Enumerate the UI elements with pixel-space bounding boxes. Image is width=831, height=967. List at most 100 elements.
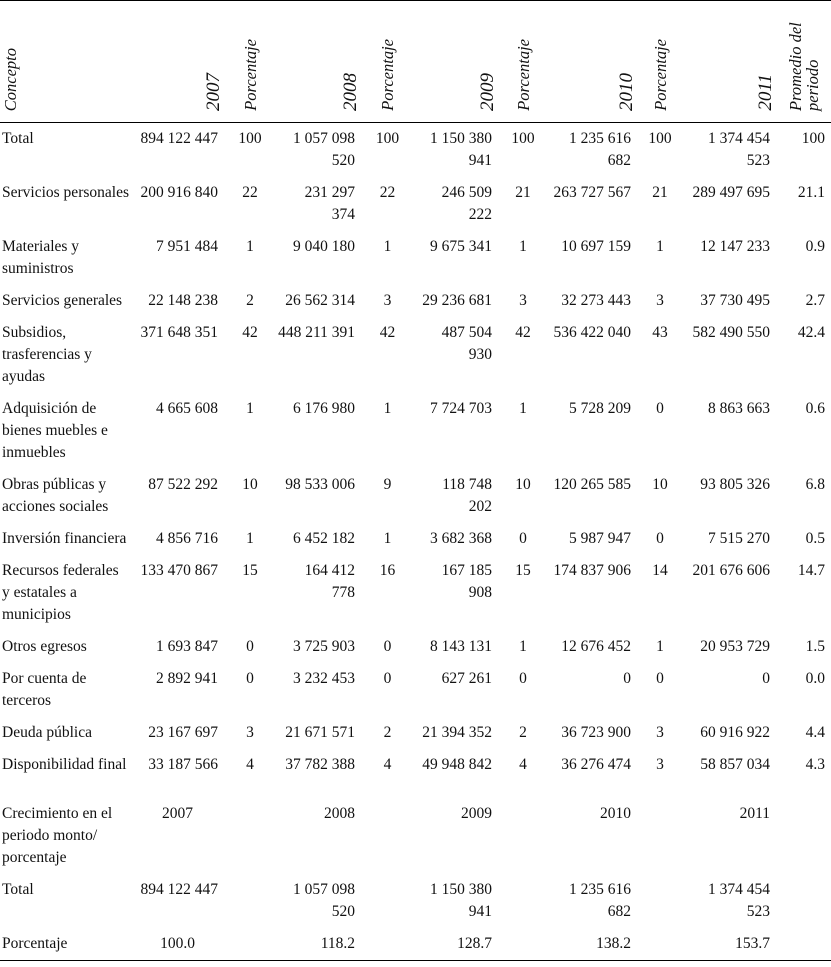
cell: 3: [656, 756, 664, 773]
cell: 23 167 697: [148, 724, 218, 741]
header-cell: Promedio del periodo: [776, 0, 831, 123]
cell: 536 422 040: [553, 324, 632, 341]
header-label: 2011: [755, 74, 776, 111]
cell: 15: [515, 562, 531, 579]
row-label: Servicios generales: [2, 292, 123, 309]
table-row: Inversión financiera 4 856 716 1 6 452 182 1…: [0, 523, 831, 555]
header-cell: Porcentaje: [637, 0, 683, 123]
header-label: 2007: [203, 73, 224, 111]
cell: 42: [515, 324, 531, 341]
cell: 1 150 380 941: [430, 130, 492, 169]
cell: [776, 781, 831, 874]
row-label: Crecimiento en el periodo monto/ porcent…: [2, 805, 113, 866]
growth-header-row: Crecimiento en el periodo monto/ porcent…: [0, 781, 831, 874]
cell: [776, 928, 831, 961]
cell: 1 693 847: [156, 638, 218, 655]
growth-row: Porcentaje 100.0 118.2 128.7 138.2 153.7: [0, 928, 831, 961]
cell: 167 185 908: [441, 562, 492, 601]
cell: 118 748 202: [442, 476, 492, 515]
row-label: Inversión financiera: [2, 530, 127, 547]
row-label: Total: [2, 881, 34, 898]
cell: 263 727 567: [553, 184, 632, 201]
header-label: 2010: [616, 73, 637, 111]
cell: [224, 874, 276, 928]
cell: 0: [519, 670, 527, 687]
cell: 100: [238, 130, 262, 147]
cell: 3: [246, 724, 254, 741]
cell: 4.3: [805, 756, 825, 773]
header-cell: 2009: [414, 0, 498, 123]
cell: 100: [801, 130, 825, 147]
year-cell: 2008: [324, 805, 355, 822]
cell: 60 916 922: [700, 724, 770, 741]
table-body: Total 894 122 447 100 1 057 098 520 100 1 150…: [0, 123, 831, 961]
cell: 5 728 209: [569, 400, 631, 417]
row-label: Por cuenta de terceros: [2, 670, 87, 709]
table-row: Disponibilidad final 33 187 566 4 37 782 38…: [0, 749, 831, 781]
cell: 0: [383, 670, 392, 687]
cell: 4.4: [805, 724, 825, 741]
cell: 4: [383, 756, 392, 773]
cell: 4: [519, 756, 527, 773]
cell: [637, 781, 683, 874]
cell: 3 232 453: [293, 670, 355, 687]
cell: 6.8: [805, 476, 825, 493]
cell: 448 211 391: [278, 324, 355, 341]
cell: 100: [648, 130, 672, 147]
row-label: Porcentaje: [2, 935, 68, 952]
cell: 1: [383, 530, 392, 547]
cell: 1: [519, 638, 527, 655]
cell: 9: [383, 476, 392, 493]
cell: 0.6: [805, 400, 825, 417]
cell: 894 122 447: [140, 881, 219, 898]
cell: [361, 928, 414, 961]
cell: 2 892 941: [156, 670, 218, 687]
header-label: Porcentaje: [513, 39, 533, 111]
cell: 1 235 616 682: [569, 881, 631, 920]
cell: 100.0: [160, 935, 195, 952]
cell: 12 147 233: [700, 238, 770, 255]
cell: 0: [383, 638, 392, 655]
row-label: Servicios personales: [2, 184, 129, 201]
table-row: Servicios personales 200 916 840 22 231 297…: [0, 177, 831, 231]
cell: 4: [246, 756, 254, 773]
cell: 10: [515, 476, 531, 493]
cell: 21 671 571: [285, 724, 355, 741]
cell: 1: [656, 238, 664, 255]
cell: 133 470 867: [140, 562, 219, 579]
header-cell: Porcentaje: [361, 0, 414, 123]
cell: [361, 874, 414, 928]
cell: 6 452 182: [293, 530, 355, 547]
header-cell: Concepto: [0, 0, 135, 123]
table-row: Otros egresos 1 693 847 0 3 725 903 0 8 143 1…: [0, 631, 831, 663]
cell: 3 725 903: [293, 638, 355, 655]
cell: 42: [242, 324, 258, 341]
cell: 200 916 840: [140, 184, 219, 201]
cell: 14: [652, 562, 668, 579]
cell: 3 682 368: [430, 530, 492, 547]
cell: 3: [656, 292, 664, 309]
cell: 22: [242, 184, 258, 201]
cell: 1: [383, 238, 392, 255]
table-row: Total 894 122 447 100 1 057 098 520 100 1 150…: [0, 123, 831, 178]
cell: 487 504 930: [441, 324, 492, 363]
cell: 1 374 454 523: [708, 130, 770, 169]
cell: 21: [515, 184, 531, 201]
header-label: 2009: [477, 73, 498, 111]
cell: 93 805 326: [700, 476, 770, 493]
cell: [498, 781, 548, 874]
row-label: Otros egresos: [2, 638, 87, 655]
cell: 10: [242, 476, 258, 493]
header-label: Porcentaje: [240, 39, 260, 111]
cell: 174 837 906: [553, 562, 632, 579]
cell: 36 723 900: [561, 724, 631, 741]
cell: 36 276 474: [561, 756, 631, 773]
header-cell: 2010: [548, 0, 637, 123]
table-header: Concepto 2007 Porcentaje 2008 Porcentaje 2009…: [0, 0, 831, 123]
cell: [224, 781, 276, 874]
cell: 894 122 447: [140, 130, 219, 147]
cell: 0: [656, 530, 664, 547]
header-label: 2008: [340, 73, 361, 111]
cell: 0: [623, 670, 631, 687]
cell: 0: [762, 670, 770, 687]
